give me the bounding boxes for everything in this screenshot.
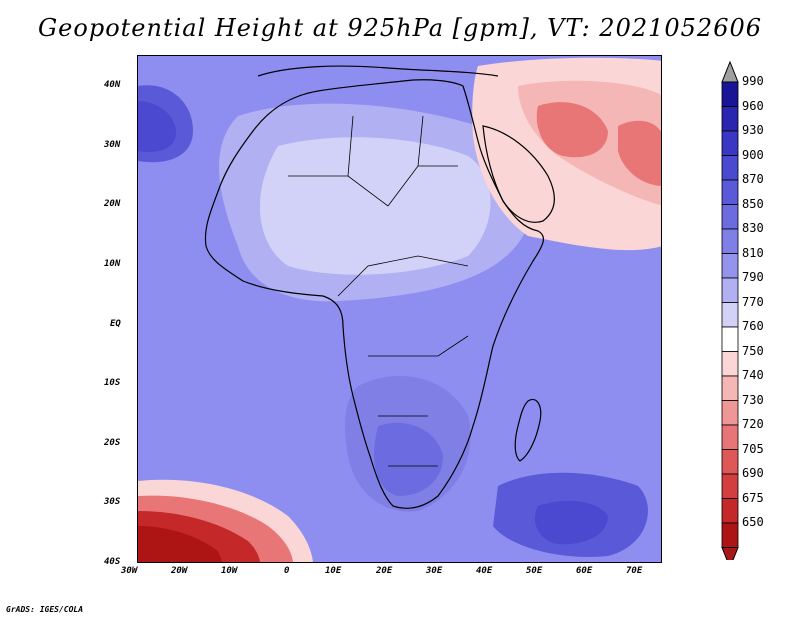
- x-tick-50e: 50E: [526, 566, 543, 576]
- colorbar-bottom-arrow: [721, 547, 739, 560]
- credit-text: GrADS: IGES/COLA: [6, 605, 84, 614]
- colorbar-level-label: 810: [742, 245, 764, 260]
- y-tick-40n: 40N: [104, 80, 121, 90]
- colorbar-segment: [721, 204, 739, 230]
- colorbar-segment: [721, 498, 739, 524]
- colorbar-segment: [721, 155, 739, 181]
- colorbar-segment: [721, 400, 739, 426]
- colorbar-segment: [721, 522, 739, 548]
- colorbar-level-label: 770: [742, 294, 764, 309]
- field-southern-africa-darker: [374, 422, 443, 496]
- africa-coastline: [204, 79, 545, 509]
- colorbar-segment: [721, 228, 739, 254]
- country-borders: [288, 115, 469, 467]
- colorbar-segment: [721, 179, 739, 205]
- chart-title: Geopotential Height at 925hPa [gpm], VT:…: [38, 14, 762, 42]
- colorbar-level-label: 760: [742, 319, 764, 333]
- x-tick-60e: 60E: [576, 566, 593, 576]
- colorbar-level-label: 650: [742, 515, 764, 529]
- colorbar-level-label: 705: [742, 441, 764, 456]
- colorbar-top-arrow: [721, 60, 739, 83]
- colorbar-segment: [721, 326, 739, 352]
- colorbar-level-label: 740: [742, 368, 764, 382]
- map-panel: [137, 55, 662, 563]
- colorbar-level-label: 730: [742, 392, 764, 407]
- y-tick-10s: 10S: [104, 378, 121, 388]
- field-indian-ocean-darker: [534, 500, 608, 545]
- map-svg: [138, 56, 661, 562]
- field-atlantic-darker: [138, 101, 177, 153]
- field-pakistan-red: [618, 120, 661, 186]
- x-tick-70e: 70E: [626, 566, 643, 576]
- colorbar-segment: [721, 473, 739, 499]
- colorbar-segment: [721, 424, 739, 450]
- y-tick-30n: 30N: [104, 140, 121, 150]
- y-tick-20s: 20S: [104, 438, 121, 448]
- colorbar-segment: [721, 449, 739, 475]
- colorbar-level-label: 900: [742, 147, 764, 162]
- x-tick-20e: 20E: [376, 566, 393, 576]
- y-tick-30s: 30S: [104, 497, 121, 507]
- madagascar-outline: [514, 399, 542, 462]
- x-tick-0: 0: [284, 566, 290, 576]
- colorbar-segment: [721, 277, 739, 303]
- x-tick-20w: 20W: [171, 566, 188, 576]
- colorbar-segment: [721, 81, 739, 107]
- y-tick-40s: 40S: [104, 557, 121, 567]
- colorbar-level-label: 850: [742, 196, 764, 211]
- colorbar-segment: [721, 130, 739, 156]
- field-south-atlantic-darkest: [138, 526, 223, 562]
- europe-coastline: [257, 65, 499, 77]
- y-tick-10n: 10N: [104, 259, 121, 269]
- colorbar-level-label: 790: [742, 270, 764, 284]
- field-sahara-lighter: [259, 137, 491, 275]
- colorbar-level-label: 675: [742, 490, 764, 505]
- colorbar-level-label: 870: [742, 172, 764, 186]
- colorbar-segment: [721, 106, 739, 132]
- colorbar: [721, 60, 739, 560]
- x-tick-40e: 40E: [476, 566, 493, 576]
- x-tick-30w: 30W: [121, 566, 138, 576]
- colorbar-segment: [721, 302, 739, 328]
- y-tick-20n: 20N: [104, 199, 121, 209]
- x-tick-10w: 10W: [221, 566, 238, 576]
- colorbar-level-label: 930: [742, 123, 764, 137]
- y-tick-eq: EQ: [110, 319, 121, 329]
- colorbar-segment: [721, 351, 739, 377]
- arabia-outline: [482, 125, 555, 223]
- colorbar-level-label: 830: [742, 221, 764, 235]
- colorbar-level-label: 750: [742, 343, 764, 358]
- x-tick-10e: 10E: [325, 566, 342, 576]
- colorbar-level-label: 960: [742, 98, 764, 113]
- colorbar-segment: [721, 253, 739, 279]
- colorbar-level-label: 690: [742, 466, 764, 480]
- colorbar-segment: [721, 375, 739, 401]
- colorbar-level-label: 720: [742, 417, 764, 431]
- field-iran-red: [536, 102, 608, 158]
- x-tick-30e: 30E: [426, 566, 443, 576]
- colorbar-level-label: 990: [742, 74, 764, 88]
